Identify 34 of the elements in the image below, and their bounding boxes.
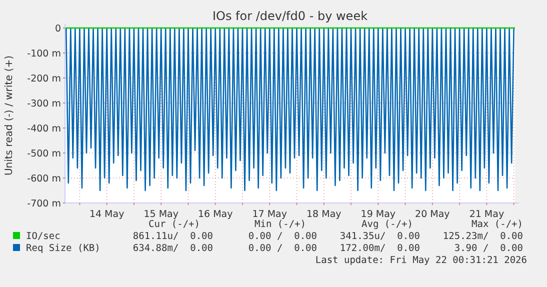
y-tick-label: -200 m bbox=[27, 73, 61, 84]
x-tick-label: 18 May bbox=[306, 209, 342, 220]
text: Cur (-/+) bbox=[148, 219, 200, 230]
text: 861.11u/ 0.00 bbox=[132, 231, 214, 242]
text: 125.23m/ 0.00 bbox=[442, 231, 524, 242]
line-series bbox=[65, 27, 514, 192]
text: Avg (-/+) bbox=[362, 219, 413, 230]
text: 341.35u/ 0.00 bbox=[340, 231, 420, 242]
x-tick-label: 16 May bbox=[198, 209, 234, 220]
text: Max (-/+) bbox=[472, 219, 523, 230]
x-tick-label: 21 May bbox=[469, 209, 504, 220]
text: 0.00 / 0.00 bbox=[248, 231, 318, 242]
text: Last update: Fri May 22 00:31:21 2026 bbox=[315, 255, 528, 266]
y-tick-label: -700 m bbox=[27, 198, 61, 210]
text: 3.90 / 0.00 bbox=[454, 243, 524, 254]
y-axis-title: Units read (-) / write (+) bbox=[4, 55, 15, 176]
y-tick-label: -400 m bbox=[27, 123, 61, 134]
text: 0.00 / 0.00 bbox=[248, 243, 318, 254]
text: 172.00m/ 0.00 bbox=[340, 243, 420, 254]
x-tick-label: 17 May bbox=[252, 209, 288, 220]
legend-label: IO/sec bbox=[26, 231, 60, 242]
x-tick-label: 15 May bbox=[144, 209, 179, 220]
y-tick-label: -100 m bbox=[27, 48, 61, 60]
chart-title: IOs for /dev/fd0 - by week bbox=[212, 9, 368, 23]
y-tick-label: -600 m bbox=[27, 173, 61, 184]
y-tick-label: 0 bbox=[54, 23, 61, 34]
text: Min (-/+) bbox=[254, 219, 306, 230]
y-tick-label: -500 m bbox=[27, 148, 61, 160]
text: 634.88m/ 0.00 bbox=[132, 243, 214, 254]
legend-label: Req Size (KB) bbox=[26, 243, 100, 254]
x-tick-label: 19 May bbox=[360, 209, 396, 220]
x-tick-label: 14 May bbox=[89, 209, 125, 220]
x-tick-label: 20 May bbox=[415, 209, 450, 220]
y-tick-label: -300 m bbox=[27, 98, 61, 110]
